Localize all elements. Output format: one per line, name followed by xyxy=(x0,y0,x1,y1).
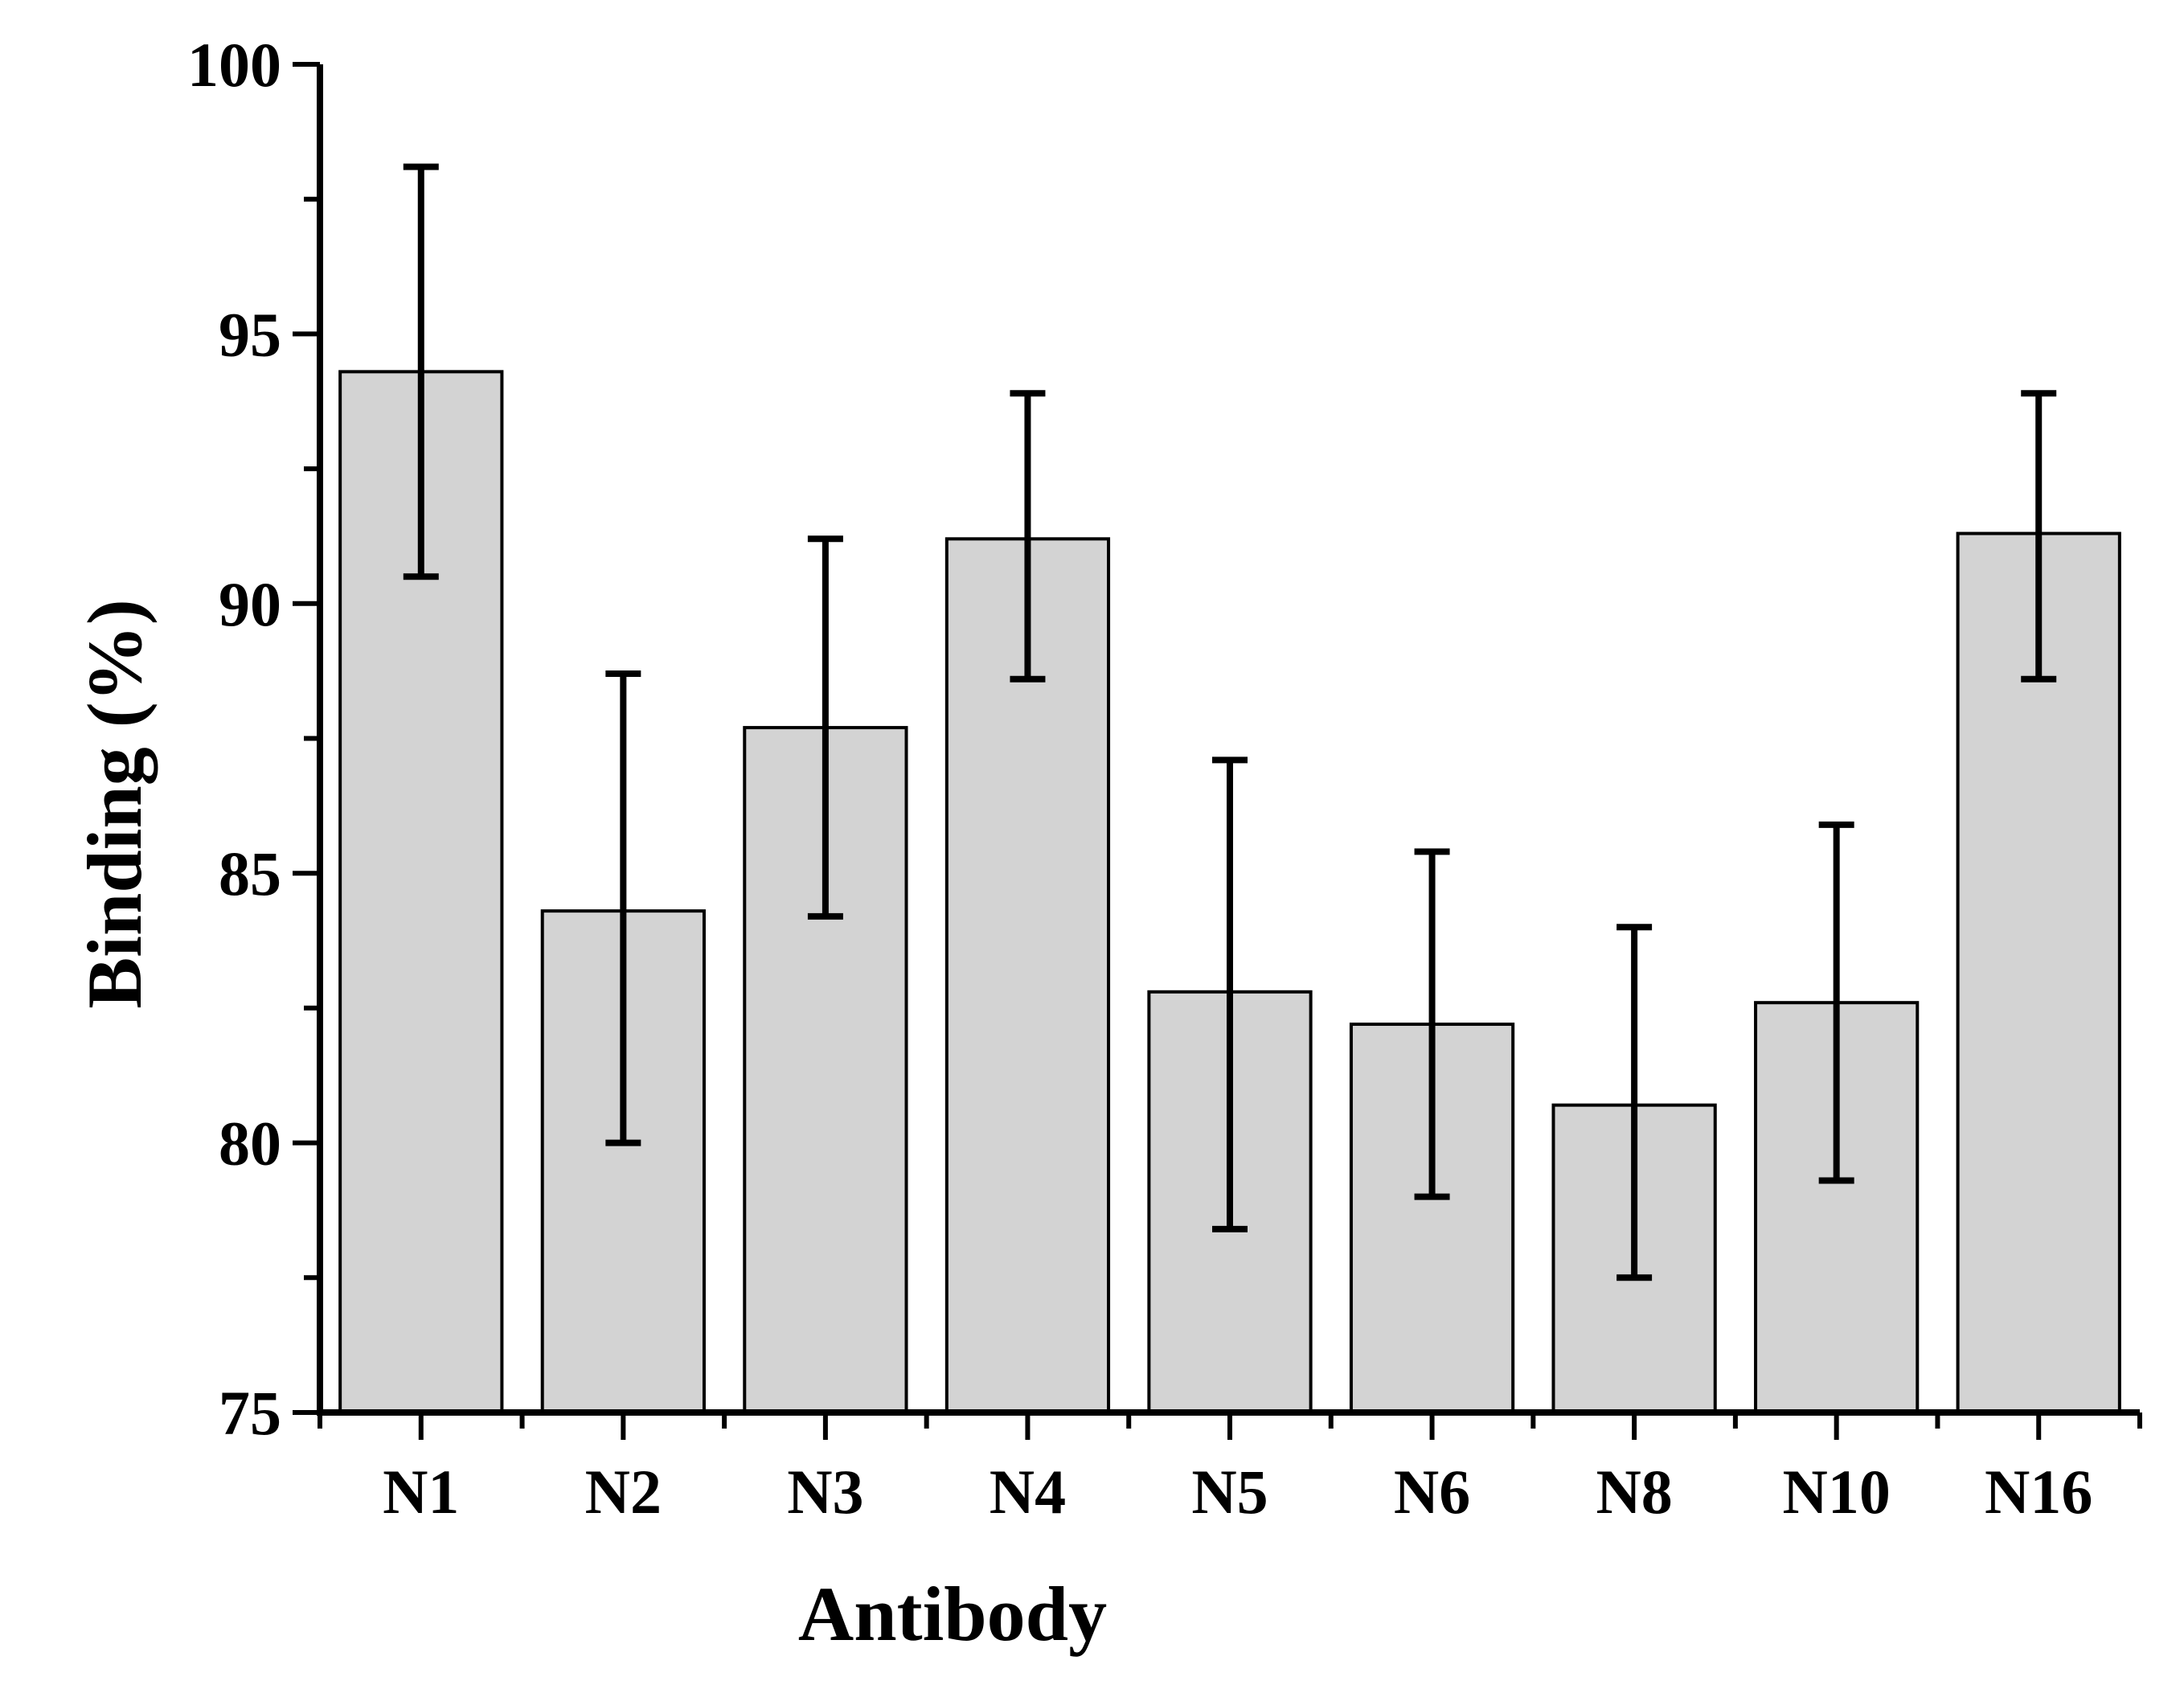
y-tick-label-95: 95 xyxy=(219,299,281,369)
x-tick-label-n3: N3 xyxy=(787,1457,863,1527)
x-tick-label-n6: N6 xyxy=(1394,1457,1470,1527)
x-tick-label-n10: N10 xyxy=(1782,1457,1890,1527)
x-tick-label-n2: N2 xyxy=(585,1457,662,1527)
ticks-layer xyxy=(293,62,2142,1440)
y-axis-title: Binding (%) xyxy=(72,599,158,1008)
error-bars-layer xyxy=(403,163,2057,1281)
bar-n4 xyxy=(944,537,1111,1415)
tick-labels-layer: N1 N2 N3 N4 N5 N6 N8 N10 N16 75 80 85 90 95 100 xyxy=(187,30,2092,1527)
y-tick-label-85: 85 xyxy=(219,838,281,908)
x-tick-label-n1: N1 xyxy=(383,1457,459,1527)
x-tick-label-n16: N16 xyxy=(1985,1457,2092,1527)
x-tick-label-n4: N4 xyxy=(990,1457,1066,1527)
x-tick-label-n8: N8 xyxy=(1596,1457,1672,1527)
y-tick-label-80: 80 xyxy=(219,1109,281,1179)
x-axis-title: Antibody xyxy=(798,1571,1107,1657)
y-tick-label-90: 90 xyxy=(219,569,281,639)
y-tick-label-75: 75 xyxy=(219,1378,281,1448)
x-tick-label-n5: N5 xyxy=(1191,1457,1268,1527)
y-tick-label-100: 100 xyxy=(187,30,281,100)
